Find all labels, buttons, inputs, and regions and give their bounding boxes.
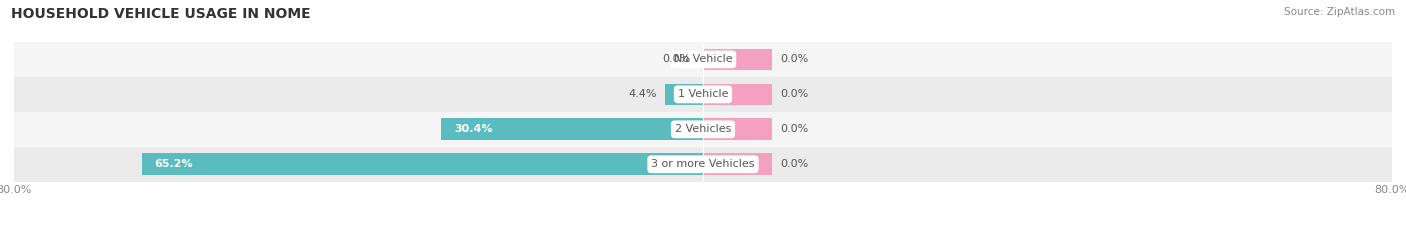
Text: 65.2%: 65.2%: [155, 159, 193, 169]
Bar: [703, 49, 772, 70]
Bar: [14, 112, 1392, 147]
Text: 3 or more Vehicles: 3 or more Vehicles: [651, 159, 755, 169]
Text: 1 Vehicle: 1 Vehicle: [678, 89, 728, 99]
Bar: [665, 84, 703, 105]
Bar: [14, 147, 1392, 182]
Text: Source: ZipAtlas.com: Source: ZipAtlas.com: [1284, 7, 1395, 17]
Text: 0.0%: 0.0%: [780, 55, 808, 64]
Bar: [703, 154, 772, 175]
Text: No Vehicle: No Vehicle: [673, 55, 733, 64]
Text: 2 Vehicles: 2 Vehicles: [675, 124, 731, 134]
Bar: [14, 42, 1392, 77]
Text: 0.0%: 0.0%: [662, 55, 690, 64]
Text: HOUSEHOLD VEHICLE USAGE IN NOME: HOUSEHOLD VEHICLE USAGE IN NOME: [11, 7, 311, 21]
Text: 30.4%: 30.4%: [454, 124, 492, 134]
Bar: [142, 154, 703, 175]
Bar: [14, 77, 1392, 112]
Text: 4.4%: 4.4%: [628, 89, 657, 99]
Text: 0.0%: 0.0%: [780, 89, 808, 99]
Text: 0.0%: 0.0%: [780, 159, 808, 169]
Bar: [703, 84, 772, 105]
Bar: [441, 118, 703, 140]
Bar: [703, 118, 772, 140]
Legend: Owner-occupied, Renter-occupied: Owner-occupied, Renter-occupied: [582, 230, 824, 233]
Text: 0.0%: 0.0%: [780, 124, 808, 134]
